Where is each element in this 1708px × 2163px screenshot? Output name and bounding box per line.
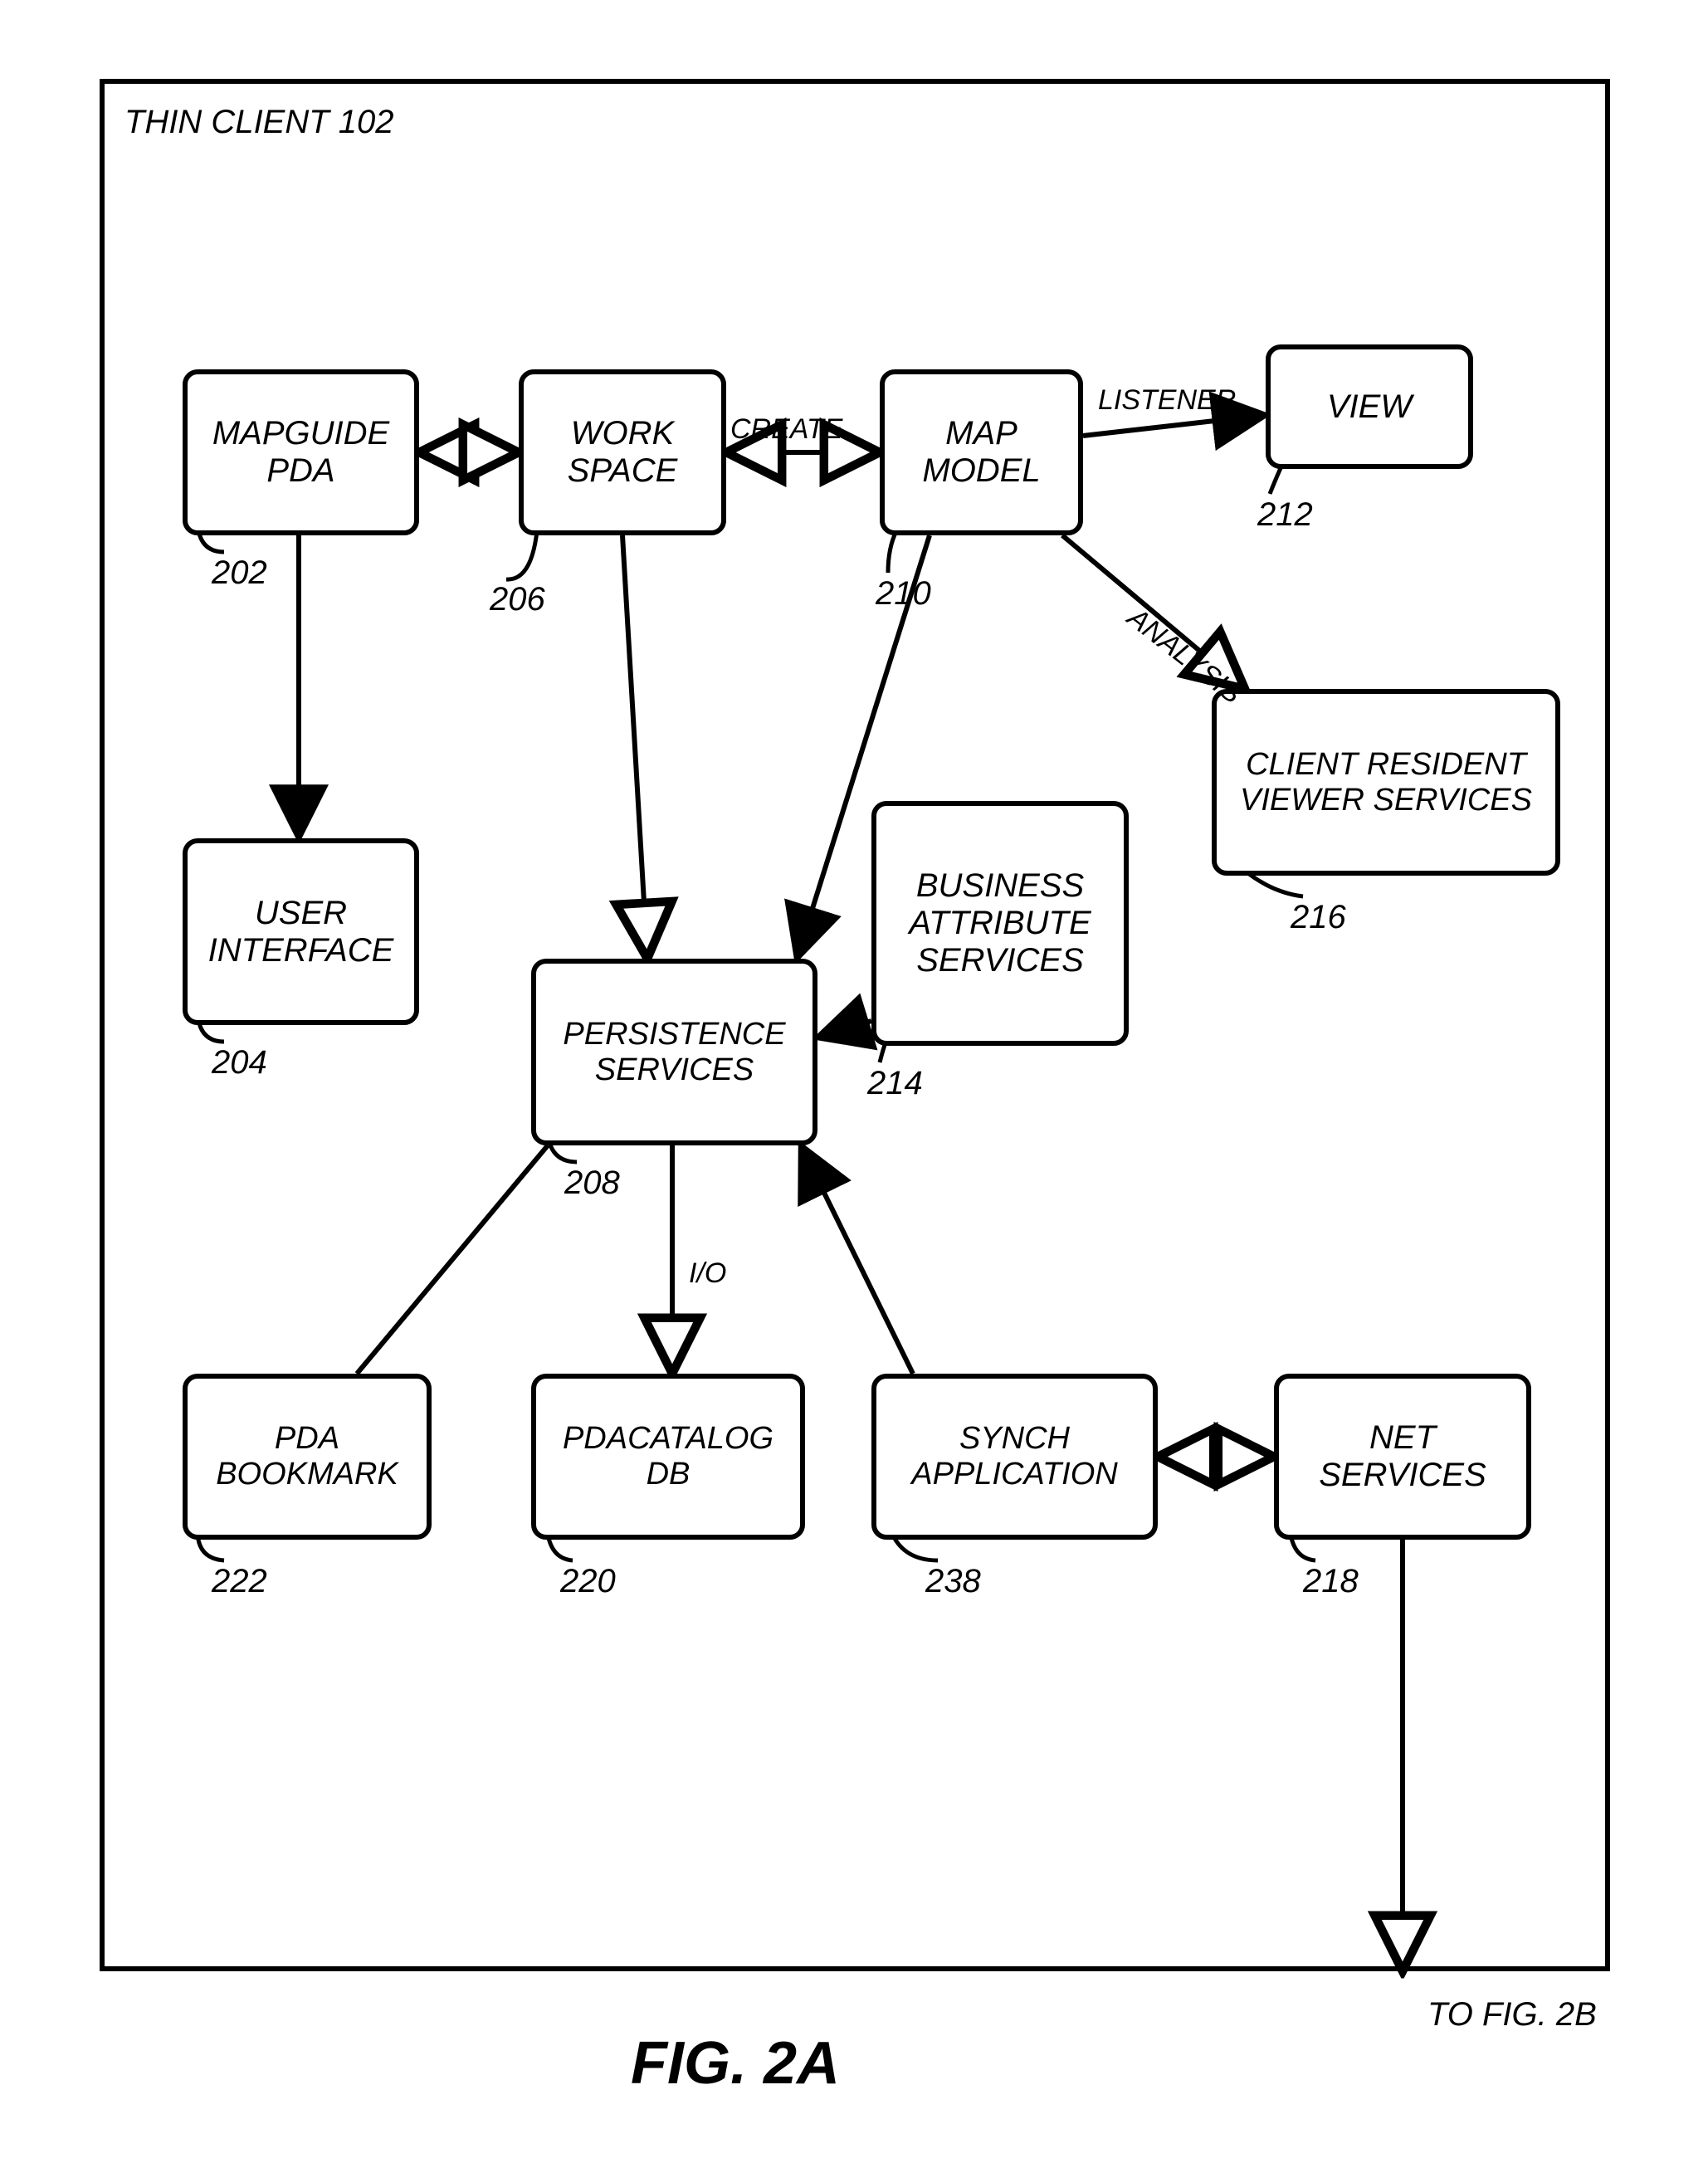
work-space-box: WORK SPACE xyxy=(519,369,726,535)
synch-app-label: SYNCH APPLICATION xyxy=(911,1421,1117,1492)
ref-214: 214 xyxy=(867,1065,923,1102)
ref-218: 218 xyxy=(1303,1563,1359,1600)
ref-202: 202 xyxy=(212,554,267,592)
ref-222: 222 xyxy=(212,1563,267,1600)
edge-label-listener: LISTENER xyxy=(1098,384,1236,417)
pdacatalog-label: PDACATALOG DB xyxy=(563,1421,773,1492)
ref-238: 238 xyxy=(925,1563,981,1600)
figure-title: FIG. 2A xyxy=(631,2029,840,2097)
pda-bookmark-box: PDA BOOKMARK xyxy=(183,1374,432,1540)
view-box: VIEW xyxy=(1266,344,1473,469)
ref-216: 216 xyxy=(1291,899,1346,936)
mapguide-pda-label: MAPGUIDE PDA xyxy=(212,415,389,490)
business-attr-box: BUSINESS ATTRIBUTE SERVICES xyxy=(871,801,1129,1046)
view-label: VIEW xyxy=(1327,388,1412,426)
client-viewer-box: CLIENT RESIDENT VIEWER SERVICES xyxy=(1212,689,1560,876)
pda-bookmark-label: PDA BOOKMARK xyxy=(216,1421,398,1492)
edge-label-create: CREATE xyxy=(730,413,842,446)
ref-204: 204 xyxy=(212,1044,267,1082)
synch-app-box: SYNCH APPLICATION xyxy=(871,1374,1158,1540)
client-viewer-label: CLIENT RESIDENT VIEWER SERVICES xyxy=(1240,747,1532,818)
ref-210: 210 xyxy=(876,575,931,613)
work-space-label: WORK SPACE xyxy=(568,415,678,490)
ref-212: 212 xyxy=(1257,496,1313,534)
pdacatalog-box: PDACATALOG DB xyxy=(531,1374,805,1540)
mapguide-pda-box: MAPGUIDE PDA xyxy=(183,369,419,535)
net-services-label: NET SERVICES xyxy=(1319,1419,1486,1494)
user-interface-label: USER INTERFACE xyxy=(208,895,394,969)
edge-label-io: I/O xyxy=(689,1257,726,1290)
persistence-box: PERSISTENCE SERVICES xyxy=(531,959,817,1145)
continuation-label: TO FIG. 2B xyxy=(1427,1996,1597,2034)
net-services-box: NET SERVICES xyxy=(1274,1374,1531,1540)
user-interface-box: USER INTERFACE xyxy=(183,838,419,1025)
frame-title: THIN CLIENT 102 xyxy=(124,104,394,141)
ref-208: 208 xyxy=(564,1165,620,1202)
map-model-label: MAP MODEL xyxy=(922,415,1040,490)
ref-206: 206 xyxy=(490,581,545,618)
persistence-label: PERSISTENCE SERVICES xyxy=(563,1017,785,1088)
ref-220: 220 xyxy=(560,1563,616,1600)
map-model-box: MAP MODEL xyxy=(880,369,1083,535)
business-attr-label: BUSINESS ATTRIBUTE SERVICES xyxy=(909,867,1091,979)
